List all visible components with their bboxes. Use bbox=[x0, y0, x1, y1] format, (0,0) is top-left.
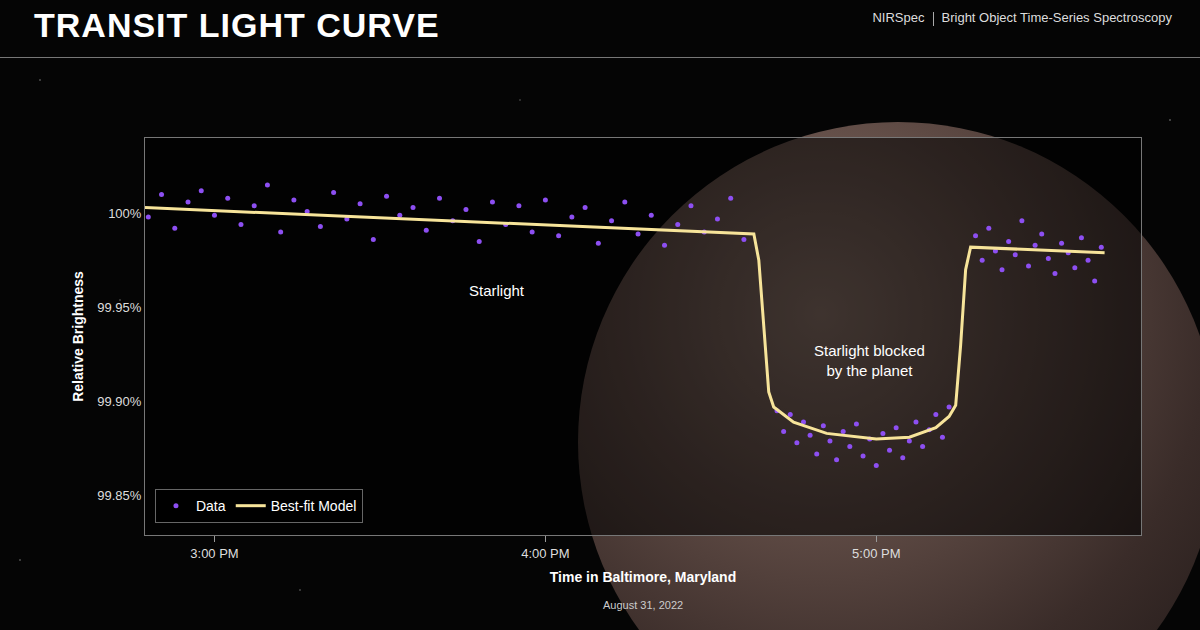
html-text:Bright Object Time-Series Spec: Bright Object Time-Series Spectroscopy bbox=[941, 10, 1172, 25]
svg-text:Time in Baltimore, Maryland: Time in Baltimore, Maryland bbox=[550, 569, 736, 585]
svg-text:5:00 PM: 5:00 PM bbox=[852, 546, 900, 561]
html-text:NIRSpec: NIRSpec bbox=[872, 10, 925, 25]
svg-text:Relative Brightness: Relative Brightness bbox=[70, 271, 86, 402]
svg-text:Starlight: Starlight bbox=[469, 282, 525, 299]
svg-text:4:00 PM: 4:00 PM bbox=[521, 546, 569, 561]
svg-text:Starlight blockedby the planet: Starlight blockedby the planet bbox=[814, 342, 925, 379]
svg-text:Data: Data bbox=[196, 498, 226, 514]
svg-text:3:00 PM: 3:00 PM bbox=[190, 546, 238, 561]
svg-text:Best-fit Model: Best-fit Model bbox=[271, 498, 357, 514]
html-text:TRANSIT LIGHT CURVE: TRANSIT LIGHT CURVE bbox=[34, 6, 440, 44]
svg-text:99.90%: 99.90% bbox=[97, 394, 142, 409]
svg-text:100%: 100% bbox=[108, 206, 142, 221]
svg-text:99.85%: 99.85% bbox=[97, 488, 142, 503]
svg-text:August 31, 2022: August 31, 2022 bbox=[603, 599, 683, 611]
svg-text:99.95%: 99.95% bbox=[97, 300, 142, 315]
